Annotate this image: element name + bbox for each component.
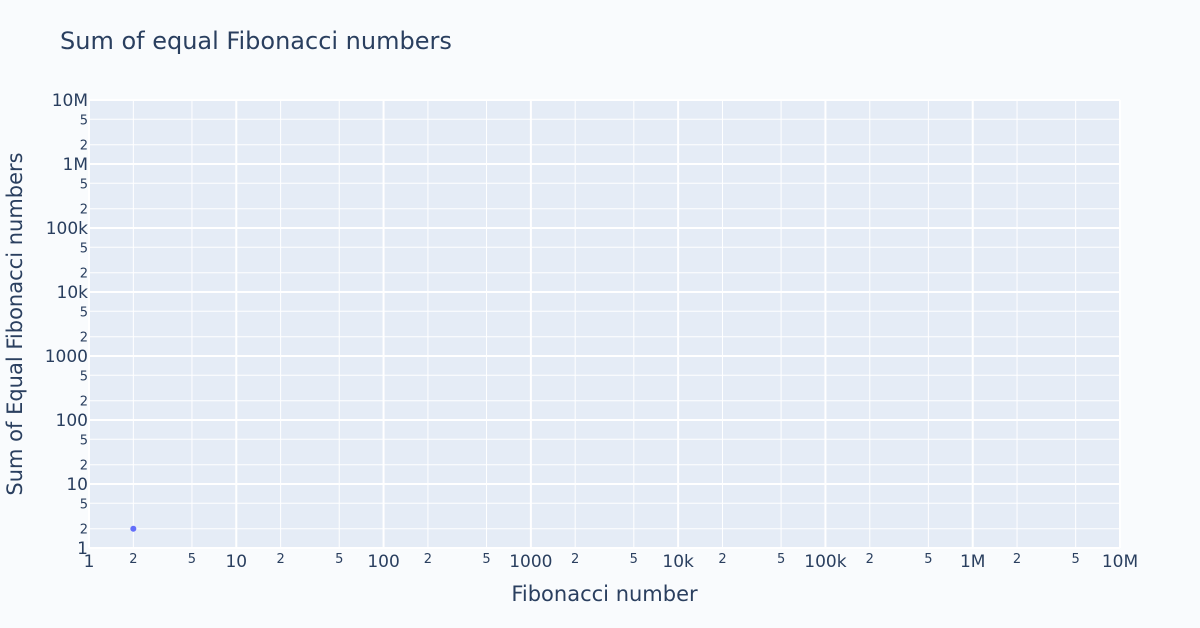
x-major-tick-label: 100k — [804, 552, 846, 572]
x-major-tick-label: 1M — [960, 552, 985, 572]
tick-labels: 2 5 2 5 2 5 2 5 2 5 2 5 2 5 2 5 2 5 2 5 2 5 2 5 2 5 2 5 1 10 100 1000 10… — [45, 91, 1138, 572]
x-minor-tick-label: 5 — [188, 552, 196, 567]
y-major-tick-label: 100 — [56, 411, 88, 431]
y-minor-tick-label: 5 — [80, 113, 88, 128]
x-axis-title: Fibonacci number — [511, 582, 698, 606]
y-axis-title: Sum of Equal Fibonacci numbers — [3, 152, 27, 495]
grid — [88, 99, 1121, 549]
y-minor-tick-label: 2 — [80, 459, 88, 474]
y-major-tick-label: 100k — [46, 219, 88, 239]
y-minor-tick-label: 5 — [80, 497, 88, 512]
x-major-tick-label: 10k — [662, 552, 694, 572]
y-minor-tick-label: 5 — [80, 305, 88, 320]
y-major-tick-label: 1000 — [45, 347, 88, 367]
x-minor-tick-label: 5 — [924, 552, 932, 567]
y-minor-tick-label: 2 — [80, 523, 88, 538]
y-minor-tick-label: 5 — [80, 177, 88, 192]
y-major-tick-label: 10M — [52, 91, 88, 111]
y-minor-tick-label: 2 — [80, 267, 88, 282]
x-major-tick-label: 1 — [84, 552, 95, 572]
y-minor-tick-label: 5 — [80, 369, 88, 384]
y-minor-tick-label: 5 — [80, 241, 88, 256]
y-minor-tick-label: 2 — [80, 139, 88, 154]
plot-area — [89, 100, 1120, 548]
x-minor-tick-label: 2 — [276, 552, 284, 567]
x-minor-tick-label: 2 — [718, 552, 726, 567]
y-minor-tick-label: 2 — [80, 331, 88, 346]
data-point — [130, 525, 137, 532]
y-major-tick-label: 10 — [66, 475, 88, 495]
chart-title: Sum of equal Fibonacci numbers — [60, 27, 452, 55]
data-points — [130, 525, 137, 532]
x-major-tick-label: 1000 — [509, 552, 552, 572]
x-minor-tick-label: 5 — [482, 552, 490, 567]
x-minor-tick-label: 2 — [1013, 552, 1021, 567]
x-minor-tick-label: 5 — [1072, 552, 1080, 567]
y-major-tick-label: 1 — [77, 539, 88, 559]
x-major-tick-label: 10M — [1102, 552, 1138, 572]
y-major-tick-label: 1M — [63, 155, 88, 175]
y-major-tick-label: 10k — [57, 283, 89, 303]
y-minor-tick-label: 2 — [80, 203, 88, 218]
x-minor-tick-label: 2 — [424, 552, 432, 567]
x-minor-tick-label: 5 — [777, 552, 785, 567]
y-minor-tick-label: 5 — [80, 433, 88, 448]
y-minor-tick-label: 2 — [80, 395, 88, 410]
x-minor-tick-label: 2 — [571, 552, 579, 567]
x-major-tick-label: 10 — [225, 552, 247, 572]
x-major-tick-label: 100 — [367, 552, 399, 572]
x-minor-tick-label: 2 — [866, 552, 874, 567]
x-minor-tick-label: 5 — [630, 552, 638, 567]
x-minor-tick-label: 5 — [335, 552, 343, 567]
x-minor-tick-label: 2 — [129, 552, 137, 567]
